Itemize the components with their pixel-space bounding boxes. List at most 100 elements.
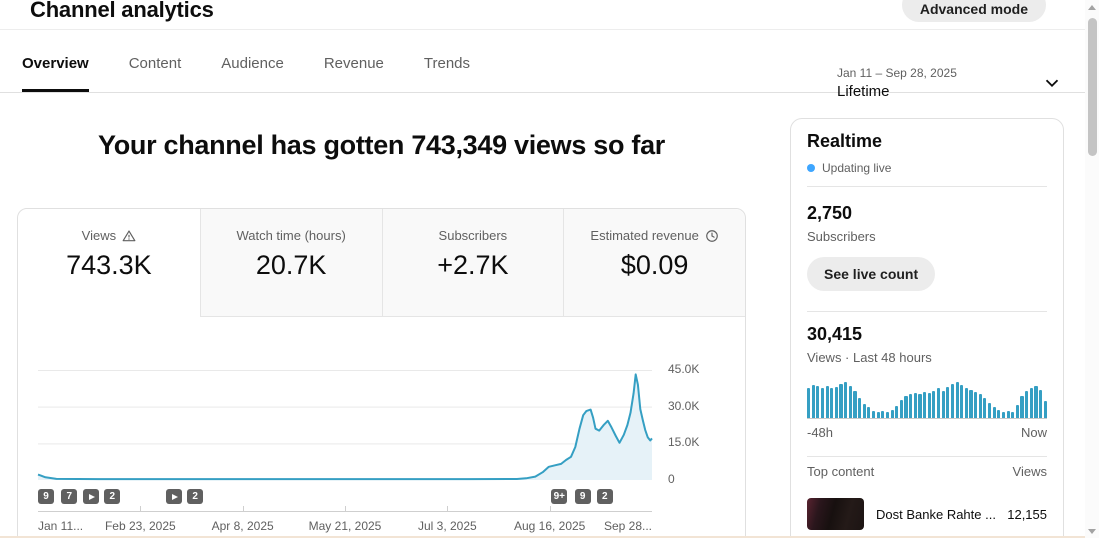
clock-icon <box>705 229 718 242</box>
realtime-axis-left: -48h <box>807 425 834 440</box>
chart-marker-video-badge[interactable] <box>166 489 183 504</box>
realtime-axis-right: Now <box>1020 425 1047 440</box>
chart-marker-count-badge[interactable]: 7 <box>61 489 78 504</box>
x-axis-tick <box>140 506 142 511</box>
date-range-picker[interactable]: Jan 11 – Sep 28, 2025 Lifetime <box>837 66 1063 100</box>
realtime-bar <box>862 403 866 418</box>
warning-icon <box>122 229 136 241</box>
realtime-bar <box>867 407 871 418</box>
realtime-bar <box>964 387 968 418</box>
realtime-bar <box>923 392 927 418</box>
chart-marker-count-badge[interactable]: 9 <box>38 489 54 504</box>
metric-card-views[interactable]: Views 743.3K <box>18 209 200 317</box>
realtime-bar <box>946 386 950 418</box>
chart-marker-video-badge[interactable] <box>83 489 100 504</box>
x-axis-tick <box>345 506 346 511</box>
realtime-axis-labels: -48h Now <box>807 425 1047 440</box>
divider <box>807 186 1047 187</box>
metrics-and-chart-panel: Views 743.3K Watch time (hours) 20.7K Subscr… <box>17 208 746 538</box>
realtime-bar <box>885 412 890 418</box>
page-title: Channel analytics <box>30 0 214 22</box>
metric-label-text: Subscribers <box>438 228 508 243</box>
metric-card-estimated-revenue[interactable]: Estimated revenue $0.09 <box>563 209 745 317</box>
realtime-bar <box>811 384 815 418</box>
realtime-bar <box>820 387 825 418</box>
realtime-bar <box>1006 411 1010 418</box>
views-over-time-chart <box>37 370 653 481</box>
realtime-bar <box>955 381 959 418</box>
date-preset-label: Lifetime <box>837 83 890 100</box>
realtime-bar <box>978 394 982 418</box>
realtime-bar <box>895 405 899 418</box>
realtime-bar <box>825 385 829 418</box>
tab-revenue[interactable]: Revenue <box>323 54 384 72</box>
realtime-bar <box>974 392 978 418</box>
y-axis-tick-label: 30.0K <box>668 398 700 413</box>
video-thumbnail[interactable] <box>807 498 864 530</box>
realtime-bar <box>1039 389 1043 418</box>
realtime-status-label: Updating live <box>822 161 892 175</box>
x-axis-tick <box>549 506 551 511</box>
metric-label-text: Watch time (hours) <box>236 228 346 243</box>
tab-trends[interactable]: Trends <box>423 54 471 72</box>
realtime-views-value: 30,415 <box>807 324 863 344</box>
x-axis-tick-label: May 21, 2025 <box>308 519 382 533</box>
x-axis-tick <box>447 506 449 511</box>
advanced-mode-button[interactable]: Advanced mode <box>901 0 1046 22</box>
video-views: 12,155 <box>1007 506 1047 522</box>
chart-marker-count-badge[interactable]: 2 <box>104 489 121 504</box>
realtime-bar <box>909 394 913 418</box>
realtime-bar <box>987 402 992 418</box>
x-axis-tick-label: Aug 16, 2025 <box>513 519 586 533</box>
realtime-bar <box>881 411 885 418</box>
realtime-bar <box>927 392 931 418</box>
realtime-subscribers-label: Subscribers <box>807 229 876 244</box>
metric-card-subscribers[interactable]: Subscribers +2.7K <box>381 209 564 317</box>
tab-content[interactable]: Content <box>128 54 182 72</box>
scrollbar-thumb[interactable] <box>1087 18 1097 156</box>
realtime-subscribers-value: 2,750 <box>807 203 853 223</box>
chevron-down-icon[interactable] <box>1041 72 1063 94</box>
realtime-status: Updating live <box>807 161 891 175</box>
see-live-count-button[interactable]: See live count <box>807 257 936 291</box>
realtime-bar <box>932 390 936 418</box>
tabs: Overview Content Audience Revenue Trends <box>22 30 470 92</box>
page-header: Channel analytics Advanced mode <box>0 0 1085 30</box>
x-axis-tick-label: Jul 3, 2025 <box>417 519 477 533</box>
y-axis-tick-label: 45.0K <box>668 362 700 376</box>
realtime-bar <box>830 388 834 418</box>
chart-line <box>37 373 653 481</box>
realtime-bar <box>960 384 964 418</box>
realtime-48h-bar-chart <box>807 379 1047 419</box>
chart-marker-count-badge[interactable]: 9+ <box>551 489 568 504</box>
top-content-item[interactable]: Dost Banke Rahte ... 12,155 <box>807 491 1047 537</box>
top-content-header: Top content Views <box>807 464 1047 479</box>
realtime-views-label: Views · Last 48 hours <box>807 350 932 365</box>
realtime-bar <box>816 386 820 418</box>
chart-marker-count-badge[interactable]: 9 <box>574 489 591 504</box>
top-content-title: Top content <box>807 464 875 479</box>
tab-overview[interactable]: Overview <box>22 30 89 92</box>
metric-card-watch-time-hours[interactable]: Watch time (hours) 20.7K <box>199 209 382 317</box>
chart-marker-count-badge[interactable]: 2 <box>187 489 204 504</box>
metric-label-text: Views <box>81 228 117 243</box>
metric-cards-row: Views 743.3K Watch time (hours) 20.7K Subscr… <box>18 209 745 317</box>
realtime-bar <box>918 394 922 418</box>
x-axis-tick-label: Apr 8, 2025 <box>211 519 274 533</box>
tab-audience[interactable]: Audience <box>221 54 284 72</box>
analytics-tabbar: Overview Content Audience Revenue Trends Jan… <box>0 30 1085 100</box>
divider <box>807 311 1047 312</box>
page-scrollbar[interactable] <box>1085 0 1099 538</box>
play-icon <box>171 493 178 500</box>
realtime-bar <box>936 388 941 418</box>
scrollbar-up-arrow-icon[interactable] <box>1088 5 1096 10</box>
realtime-bar <box>1034 385 1038 418</box>
realtime-bar <box>904 395 908 418</box>
chart-marker-count-badge[interactable]: 2 <box>596 489 613 504</box>
scrollbar-down-arrow-icon[interactable] <box>1088 529 1096 534</box>
date-range-text: Jan 11 – Sep 28, 2025 <box>837 66 957 80</box>
realtime-bar <box>848 386 852 418</box>
y-axis-tick-label: 0 <box>668 472 675 486</box>
realtime-bar <box>890 409 894 418</box>
